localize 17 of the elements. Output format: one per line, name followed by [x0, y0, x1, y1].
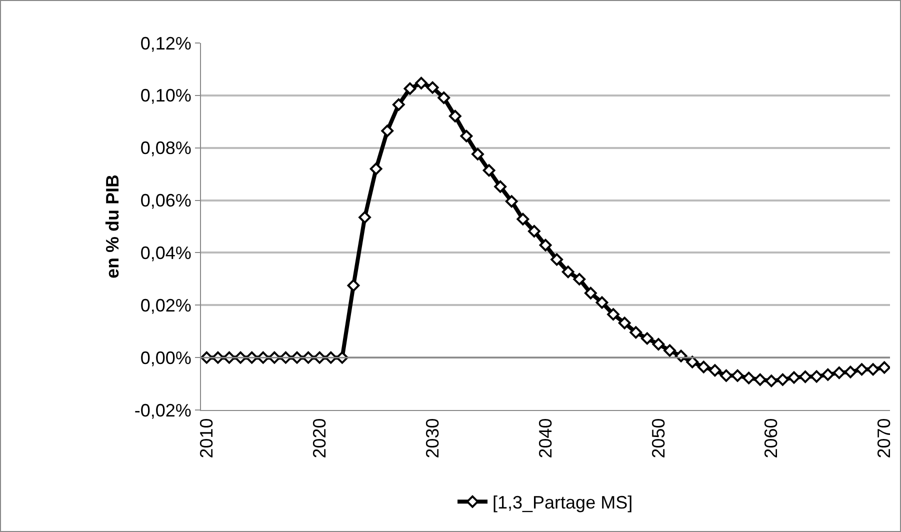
y-tick-label: 0,00% — [140, 348, 192, 368]
y-tick-label: 0,06% — [140, 190, 192, 211]
y-axis-title: en % du PIB — [102, 174, 123, 279]
x-tick-label: 2050 — [648, 418, 668, 458]
legend-label: [1,3_Partage MS] — [492, 492, 633, 513]
x-tick-label: 2020 — [309, 418, 330, 458]
y-tick-label: 0,08% — [140, 138, 192, 158]
x-tick-label: 2030 — [422, 418, 442, 458]
x-tick-label: 2040 — [535, 418, 556, 458]
x-tick-label: 2010 — [196, 418, 216, 458]
y-tick-label: 0,04% — [140, 243, 192, 264]
y-tick-label: 0,12% — [140, 33, 192, 54]
y-tick-label: 0,10% — [140, 86, 192, 106]
x-tick-label: 2060 — [761, 418, 782, 458]
y-tick-label: -0,02% — [134, 400, 192, 420]
x-tick-label: 2070 — [874, 418, 894, 458]
y-tick-label: 0,02% — [140, 295, 192, 316]
